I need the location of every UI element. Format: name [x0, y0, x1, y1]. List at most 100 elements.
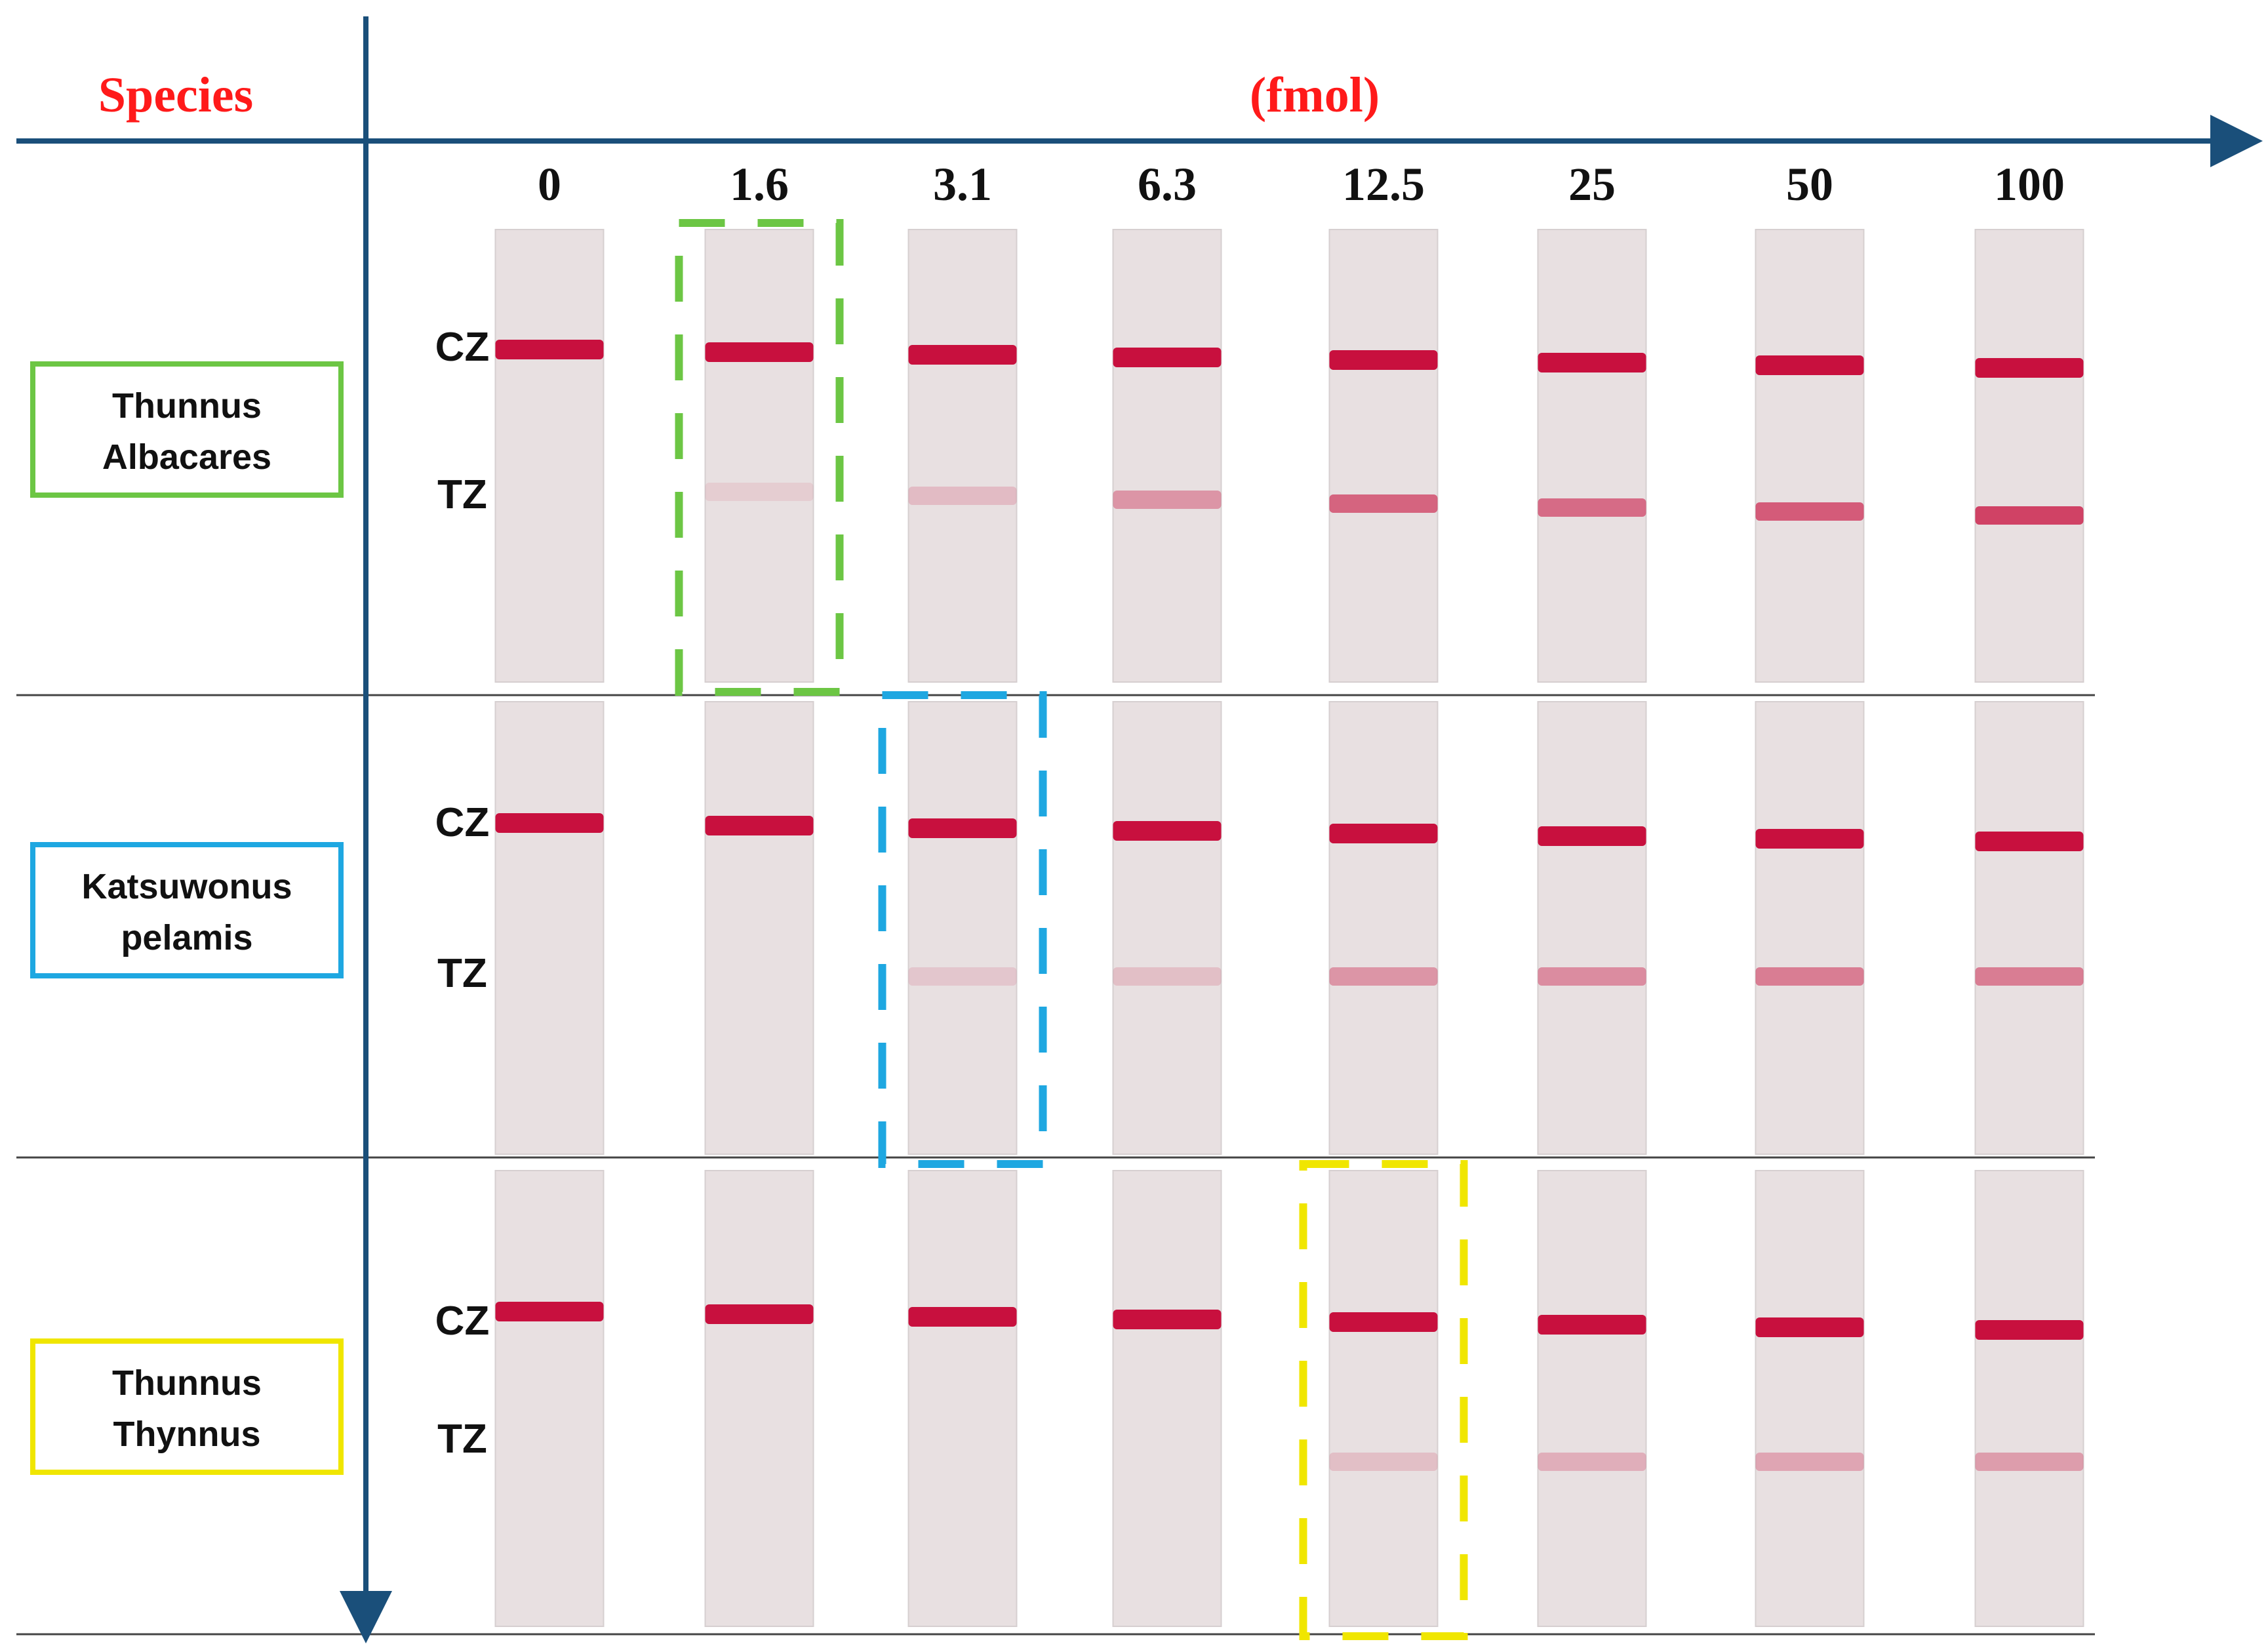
strip-edge — [1974, 701, 2084, 1155]
concentration-label: 3.1 — [933, 158, 992, 211]
strip-edge — [1112, 701, 1222, 1155]
species-row: Thunnus Thynnus CZ TZ — [30, 1160, 2084, 1640]
species-box — [30, 1338, 344, 1475]
strip-edge — [907, 229, 1018, 683]
strip-edge — [494, 1170, 605, 1627]
control-band — [1538, 826, 1646, 846]
strip-edge — [1328, 1170, 1439, 1627]
test-strip — [1538, 702, 1646, 1154]
concentration-label: 25 — [1568, 158, 1616, 211]
control-band — [908, 818, 1017, 838]
concentration-label: 100 — [1994, 158, 2065, 211]
test-strip — [1975, 702, 2084, 1154]
control-band — [908, 1307, 1017, 1327]
species-row: Thunnus Albacares CZ TZ — [30, 219, 2084, 696]
test-strip — [1113, 230, 1222, 682]
species-name: pelamis — [121, 918, 252, 957]
test-strip — [495, 702, 604, 1154]
concentration-labels: 0 1.6 3.1 6.3 12.5 25 50 100 — [538, 158, 2065, 211]
test-strip — [1329, 1171, 1438, 1626]
cz-label: CZ — [435, 800, 490, 845]
species-name: Katsuwonus — [81, 867, 292, 906]
test-band — [1755, 502, 1864, 521]
highlight-box — [675, 219, 844, 696]
control-band — [1538, 1315, 1646, 1335]
test-band — [908, 967, 1017, 986]
species-name: Thunnus — [112, 1363, 262, 1403]
test-band — [1538, 498, 1646, 517]
test-band — [1113, 491, 1222, 509]
control-band — [1113, 348, 1222, 367]
control-band — [705, 1304, 814, 1324]
control-band — [1975, 832, 2084, 851]
test-strip — [1755, 1171, 1864, 1626]
test-band — [1538, 1453, 1646, 1471]
concentration-label: 0 — [538, 158, 561, 211]
test-strip — [1538, 1171, 1646, 1626]
tz-label: TZ — [437, 951, 487, 996]
test-strip — [1538, 230, 1646, 682]
strip-edge — [704, 1170, 814, 1627]
strip-edge — [1328, 701, 1439, 1155]
concentration-label: 50 — [1786, 158, 1833, 211]
test-strip — [495, 1171, 604, 1626]
test-strip — [705, 702, 814, 1154]
strip-edge — [704, 701, 814, 1155]
strip-edge — [907, 701, 1018, 1155]
test-strip — [1975, 230, 2084, 682]
control-band — [1329, 824, 1438, 843]
control-band — [495, 1302, 604, 1321]
test-band — [908, 487, 1017, 505]
control-band — [495, 813, 604, 833]
test-strip — [1113, 702, 1222, 1154]
concentration-label: 1.6 — [730, 158, 789, 211]
strip-edge — [1537, 1170, 1647, 1627]
cz-label: CZ — [435, 1298, 490, 1344]
strip-edge — [1974, 1170, 2084, 1627]
test-strip — [705, 1171, 814, 1626]
test-band — [1975, 1453, 2084, 1471]
strip-edge — [1974, 229, 2084, 683]
strip-edge — [1755, 1170, 1865, 1627]
axis-title: (fmol) — [1250, 68, 1380, 123]
test-strip — [908, 230, 1017, 682]
strip-edge — [494, 701, 605, 1155]
tz-label: TZ — [437, 472, 487, 517]
strip-edge — [704, 229, 814, 683]
test-strip — [705, 230, 814, 682]
highlight-box — [1299, 1160, 1468, 1640]
control-band — [908, 345, 1017, 365]
test-band — [1329, 967, 1438, 986]
concentration-label: 6.3 — [1138, 158, 1197, 211]
test-strip — [1755, 230, 1864, 682]
control-band — [1755, 829, 1864, 849]
strip-edge — [1328, 229, 1439, 683]
test-band — [1329, 494, 1438, 513]
axes — [16, 16, 2263, 1643]
test-band — [1755, 1453, 1864, 1471]
control-band — [1755, 1317, 1864, 1337]
control-band — [1113, 1310, 1222, 1329]
test-strip — [1755, 702, 1864, 1154]
species-row: Katsuwonus pelamis CZ TZ — [30, 691, 2084, 1168]
test-band — [1975, 967, 2084, 986]
test-band — [1329, 1453, 1438, 1471]
control-band — [1538, 353, 1646, 372]
test-strip — [908, 702, 1017, 1154]
concentration-label: 12.5 — [1342, 158, 1425, 211]
test-band — [705, 483, 814, 501]
strip-edge — [1537, 229, 1647, 683]
strip-edge — [1537, 701, 1647, 1155]
control-band — [705, 816, 814, 835]
test-band — [1975, 506, 2084, 525]
control-band — [705, 342, 814, 362]
strip-edge — [1112, 229, 1222, 683]
species-label: Species — [98, 68, 253, 123]
control-band — [1329, 1312, 1438, 1332]
control-band — [1975, 1320, 2084, 1340]
test-band — [1113, 967, 1222, 986]
strip-edge — [494, 229, 605, 683]
test-strip — [908, 1171, 1017, 1626]
test-strip — [1329, 702, 1438, 1154]
